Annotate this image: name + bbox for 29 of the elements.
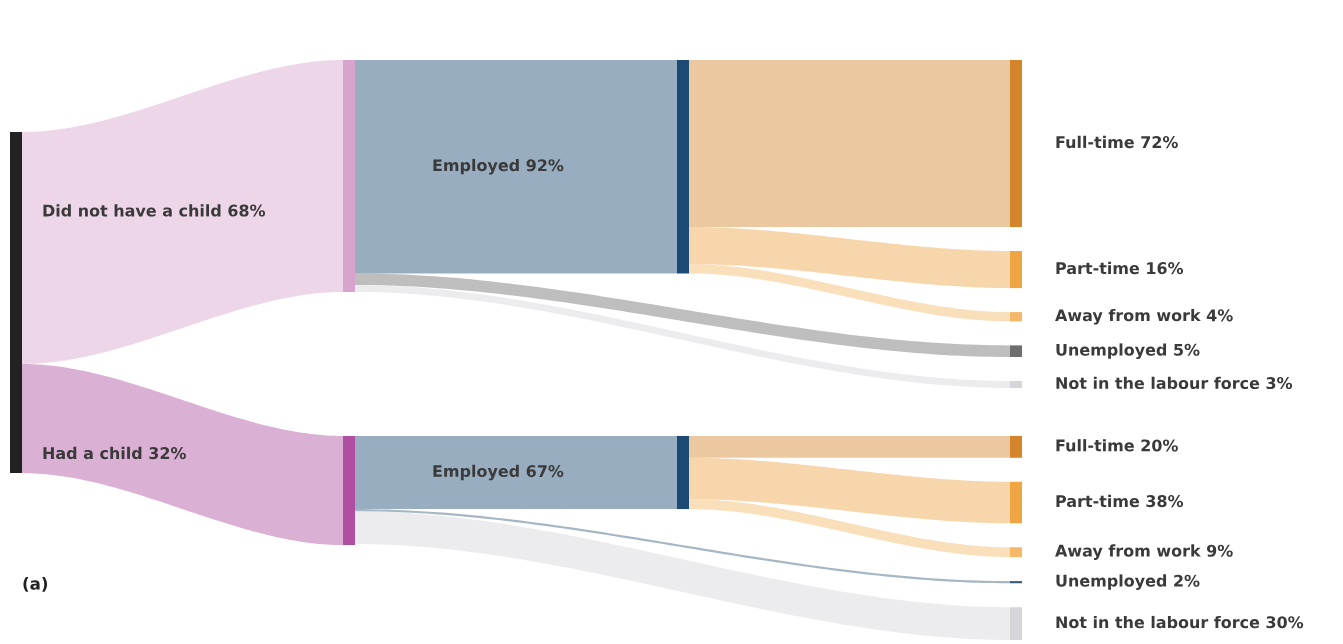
data-label: 67% xyxy=(526,465,564,478)
category-label: Employed xyxy=(433,464,519,481)
data-label: 2% xyxy=(1174,574,1200,587)
data-label: 9% xyxy=(1206,544,1233,557)
category-label: Unemployed xyxy=(1056,574,1167,590)
category-label: Full-time xyxy=(1056,135,1134,149)
text: (a) xyxy=(23,576,48,592)
data-label: 3% xyxy=(1266,377,1293,390)
category-label: Part-time xyxy=(1056,261,1140,275)
data-label: 72% xyxy=(1141,136,1178,149)
category-label: Part-time xyxy=(1056,494,1140,508)
data-label: 38% xyxy=(1146,495,1184,508)
data-label: 32% xyxy=(149,447,186,460)
data-label: 92% xyxy=(526,159,564,172)
data-label: 68% xyxy=(228,204,266,217)
category-label: Not in the labour force xyxy=(1056,615,1260,629)
category-label: Away from work xyxy=(1055,544,1201,560)
data-label: 20% xyxy=(1141,439,1178,452)
category-label: Full-time xyxy=(1056,439,1134,452)
category-label: Away from work xyxy=(1055,308,1201,325)
category-label: Employed xyxy=(433,158,519,175)
category-label: Unemployed xyxy=(1056,343,1167,359)
data-label: 16% xyxy=(1147,262,1184,275)
category-label: Did not have a child xyxy=(43,204,221,217)
data-label: 5% xyxy=(1174,343,1200,356)
category-label: Not in the labour force xyxy=(1056,376,1260,390)
category-label: Had a child xyxy=(43,446,142,460)
data-label: 4% xyxy=(1206,309,1233,322)
data-label: 30% xyxy=(1266,616,1304,629)
